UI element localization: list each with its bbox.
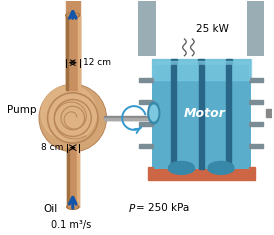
Ellipse shape <box>207 161 235 174</box>
Bar <box>139 144 155 148</box>
Circle shape <box>41 85 96 141</box>
Bar <box>248 100 264 104</box>
Ellipse shape <box>66 13 80 18</box>
Bar <box>248 78 264 82</box>
Bar <box>266 109 274 117</box>
Bar <box>66 15 80 90</box>
Text: 0.1 m³/s: 0.1 m³/s <box>51 220 91 230</box>
Bar <box>154 61 249 80</box>
Bar <box>199 65 204 169</box>
Bar <box>152 59 251 167</box>
Ellipse shape <box>68 205 77 209</box>
Ellipse shape <box>67 13 78 17</box>
Ellipse shape <box>150 105 158 121</box>
Bar <box>171 59 176 167</box>
Text: Oil: Oil <box>43 204 57 214</box>
Bar <box>171 65 176 169</box>
Ellipse shape <box>148 102 160 124</box>
Text: Motor: Motor <box>183 106 225 120</box>
Ellipse shape <box>168 161 195 174</box>
Bar <box>139 78 155 82</box>
Bar <box>67 148 69 207</box>
Text: 12 cm: 12 cm <box>83 58 111 67</box>
Bar <box>77 148 79 207</box>
Circle shape <box>39 84 106 152</box>
Text: Pump: Pump <box>7 105 36 115</box>
Bar <box>138 0 156 56</box>
Text: $P$: $P$ <box>128 202 136 214</box>
Bar <box>148 167 255 180</box>
Bar <box>139 100 155 104</box>
Bar <box>66 15 68 90</box>
Bar <box>226 65 231 169</box>
Bar <box>248 144 264 148</box>
Ellipse shape <box>272 108 274 118</box>
Bar <box>104 116 160 121</box>
Ellipse shape <box>208 161 234 173</box>
Bar <box>139 122 155 126</box>
Ellipse shape <box>67 204 79 209</box>
Ellipse shape <box>169 161 194 173</box>
Text: = 250 kPa: = 250 kPa <box>136 203 189 213</box>
Bar <box>154 65 249 169</box>
Bar <box>247 0 264 56</box>
Text: 25 kW: 25 kW <box>196 24 229 34</box>
Bar <box>248 122 264 126</box>
Bar <box>152 59 251 78</box>
Bar <box>67 148 79 207</box>
Text: 8 cm: 8 cm <box>41 143 64 152</box>
Circle shape <box>40 85 105 151</box>
Bar <box>226 59 232 167</box>
Bar <box>198 59 204 167</box>
Bar <box>66 0 80 98</box>
Bar <box>78 15 80 90</box>
Bar <box>104 118 160 121</box>
